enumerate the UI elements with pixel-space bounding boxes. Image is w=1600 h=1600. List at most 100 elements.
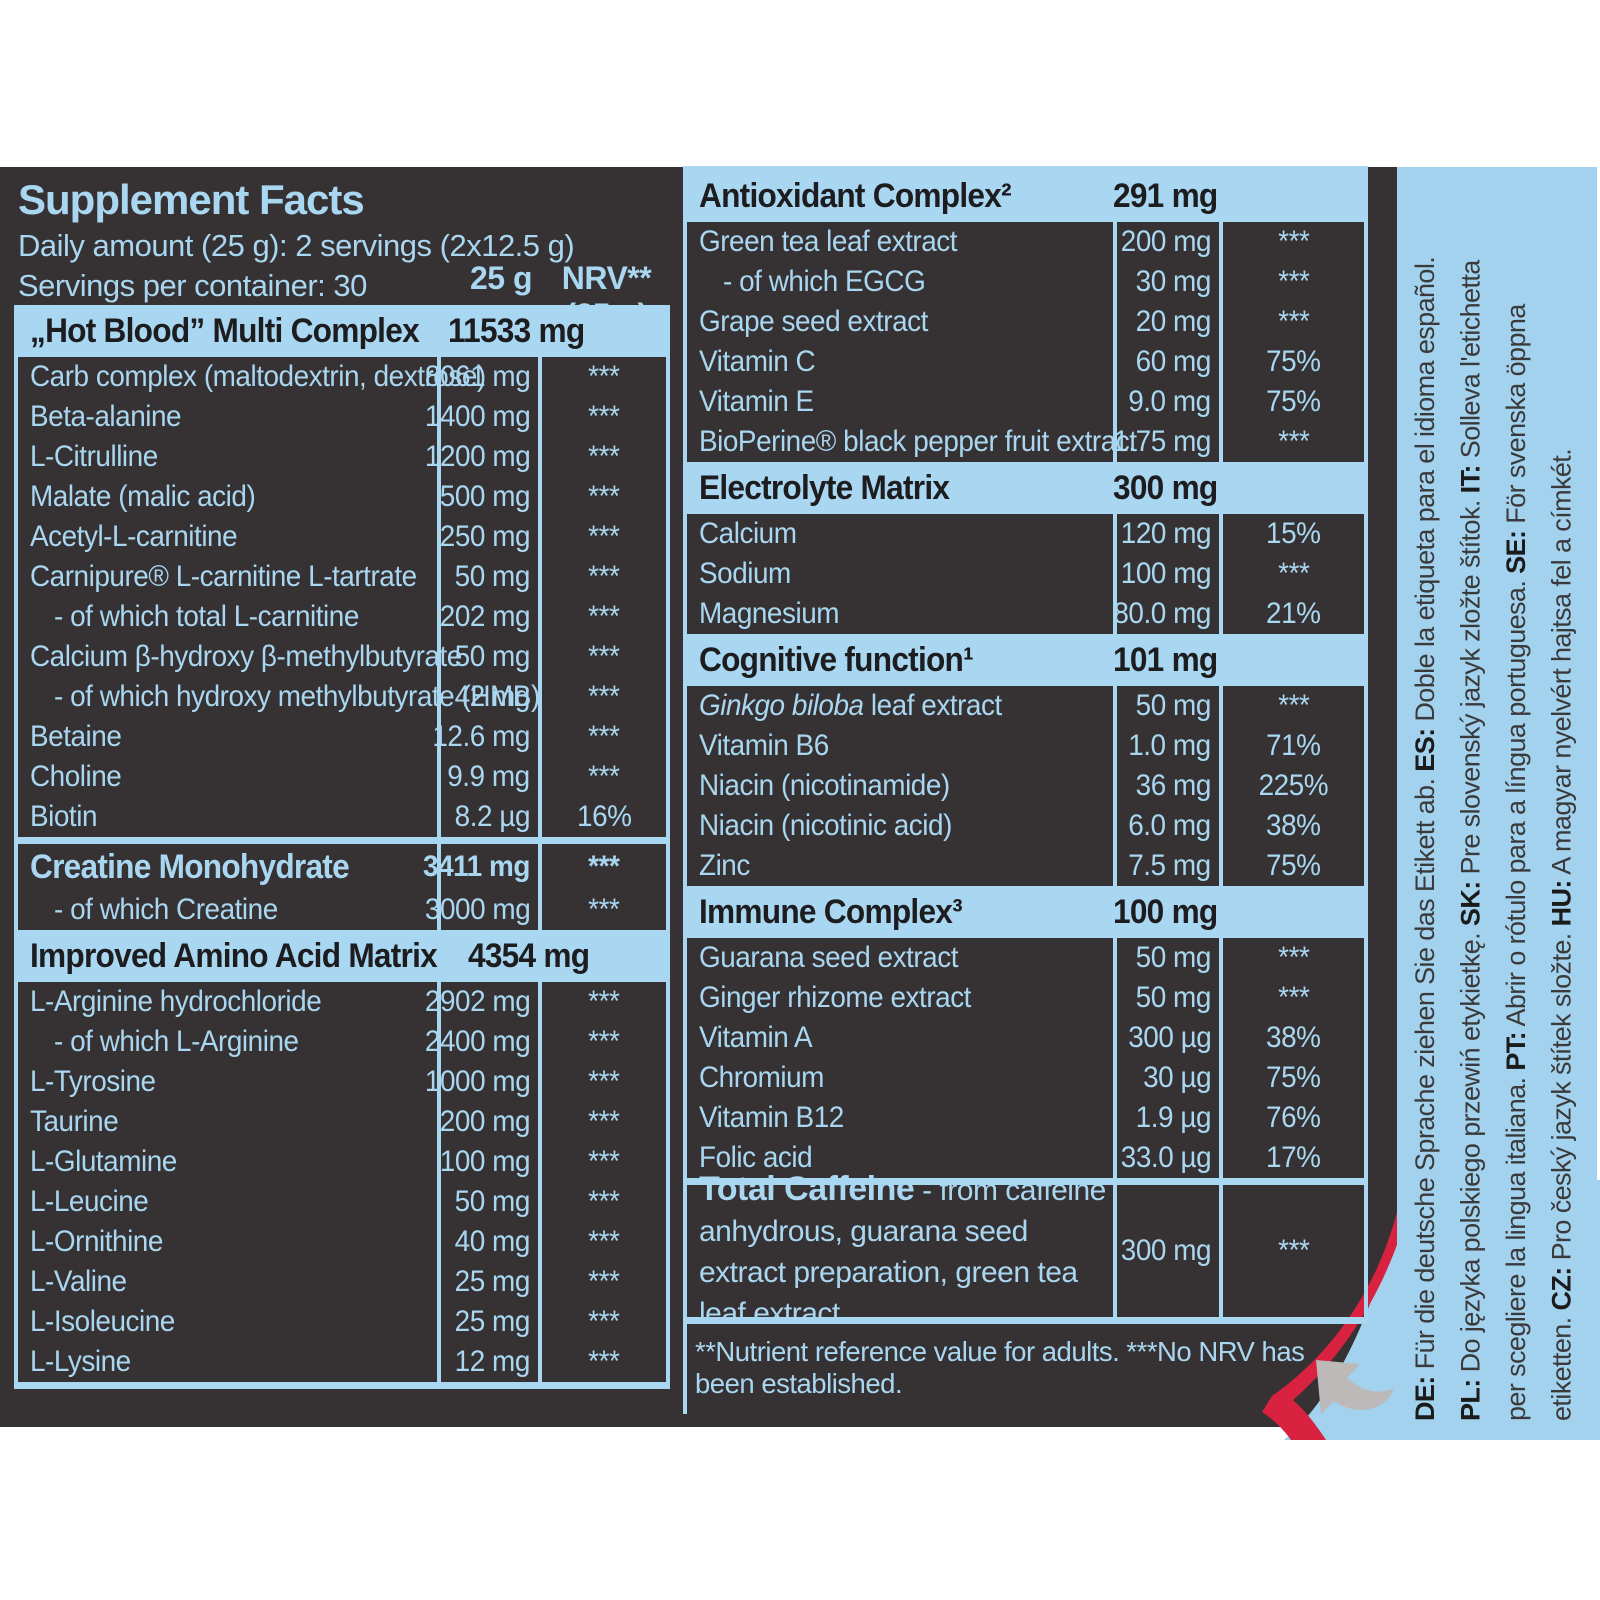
ingredient-nrv: 21% <box>1223 594 1368 634</box>
ingredient-amount: 120 mg <box>1113 514 1223 554</box>
language-instructions: DE: Für die deutsche Sprache ziehen Sie … <box>1397 167 1597 1437</box>
ingredient-amount: 1.9 µg <box>1113 1098 1223 1138</box>
ingredient-amount: 200 mg <box>1113 222 1223 262</box>
ingredient-nrv: 76% <box>1223 1098 1368 1138</box>
ingredient-amount: 7.5 mg <box>1113 846 1223 886</box>
table-row: Chromium 30 µg 75% <box>687 1058 1368 1098</box>
servings-line: Servings per container: 30 <box>18 268 367 303</box>
ingredient-amount: 100 mg <box>1113 554 1223 594</box>
ingredient-nrv: 75% <box>1223 846 1368 886</box>
total-caffeine-nrv: *** <box>1223 1185 1368 1317</box>
table-row: Acetyl-L-carnitine 250 mg *** <box>18 517 670 557</box>
ingredient-amount: 60 mg <box>1113 342 1223 382</box>
table-row: Carb complex (maltodextrin, dextrose) 806… <box>18 357 670 397</box>
section-amount: 291 mg <box>1113 176 1218 215</box>
ingredient-name: Taurine <box>30 1105 119 1138</box>
ingredient-name: Vitamin C <box>699 345 816 378</box>
language-code: IT: <box>1455 465 1486 494</box>
table-row: Niacin (nicotinic acid) 6.0 mg 38% <box>687 806 1368 846</box>
table-row: - of which Creatine 3000 mg *** <box>18 890 670 930</box>
ingredient-nrv: 75% <box>1223 1058 1368 1098</box>
ingredient-amount: 2400 mg <box>425 1022 542 1062</box>
section-header-bar: Improved Amino Acid Matrix 4354 mg <box>18 930 670 982</box>
ingredient-nrv: 38% <box>1223 1018 1368 1058</box>
ingredient-name: L-Tyrosine <box>30 1065 156 1098</box>
sidebar-line: etiketten. CZ: Pro český jazyk štítek sl… <box>1546 448 1577 1421</box>
ingredient-amount: 1400 mg <box>425 397 542 437</box>
daily-amount-line: Daily amount (25 g): 2 servings (2x12.5 … <box>18 228 575 263</box>
table-row: Vitamin E 9.0 mg 75% <box>687 382 1368 422</box>
ingredient-amount: 500 mg <box>437 477 542 517</box>
ingredient-nrv: *** <box>542 357 670 397</box>
table-row: L-Glutamine 100 mg *** <box>18 1142 670 1182</box>
ingredient-name: L-Lysine <box>30 1345 131 1378</box>
ingredient-nrv: *** <box>1223 978 1368 1018</box>
table-row: L-Isoleucine 25 mg *** <box>18 1302 670 1342</box>
section-name: Improved Amino Acid Matrix <box>30 936 438 975</box>
ingredient-nrv: *** <box>542 757 670 797</box>
section-amount: 300 mg <box>1113 468 1218 507</box>
ingredient-name: L-Citrulline <box>30 440 158 473</box>
ingredient-name: Green tea leaf extract <box>699 225 958 258</box>
ingredient-name: Vitamin E <box>699 385 814 418</box>
ingredient-name: Choline <box>30 760 122 793</box>
ingredient-nrv: *** <box>542 1302 670 1342</box>
language-sidebar: DE: Für die deutsche Sprache ziehen Sie … <box>1397 167 1597 1437</box>
ingredient-nrv: *** <box>1223 686 1368 726</box>
ingredient-nrv: 71% <box>1223 726 1368 766</box>
table-row: Vitamin B12 1.9 µg 76% <box>687 1098 1368 1138</box>
ingredient-nrv: 16% <box>542 797 670 837</box>
ingredient-name: Calcium <box>699 517 797 550</box>
ingredient-nrv: *** <box>542 717 670 757</box>
ingredient-name: BioPerine® black pepper fruit extract <box>699 425 1137 458</box>
ingredient-name: - of which Creatine <box>54 893 278 926</box>
ingredient-nrv: *** <box>1223 422 1368 462</box>
ingredient-name: Niacin (nicotinic acid) <box>699 809 952 842</box>
ingredient-amount: 100 mg <box>437 1142 542 1182</box>
table-row: Calcium 120 mg 15% <box>687 514 1368 554</box>
table-row: Grape seed extract 20 mg *** <box>687 302 1368 342</box>
ingredient-nrv: *** <box>1223 262 1368 302</box>
ingredient-name: - of which L-Arginine <box>54 1025 299 1058</box>
ingredient-amount: 40 mg <box>437 1222 542 1262</box>
ingredient-amount: 8.2 µg <box>437 797 542 837</box>
ingredient-name: Zinc <box>699 849 750 882</box>
ingredient-name: Acetyl-L-carnitine <box>30 520 238 553</box>
ingredient-name: Vitamin B12 <box>699 1101 844 1134</box>
table-row: BioPerine® black pepper fruit extract 1.7… <box>687 422 1368 462</box>
ingredient-nrv: *** <box>542 1062 670 1102</box>
ingredient-name: L-Ornithine <box>30 1225 163 1258</box>
ingredient-amount: 25 mg <box>437 1302 542 1342</box>
nrv-footnote: **Nutrient reference value for adults. *… <box>695 1336 1305 1399</box>
section-amount: 101 mg <box>1113 640 1218 679</box>
section-name: Cognitive function¹ <box>699 640 974 679</box>
ingredient-name: Folic acid <box>699 1141 813 1174</box>
ingredient-amount: 8061 mg <box>425 357 542 397</box>
table-row: Taurine 200 mg *** <box>18 1102 670 1142</box>
ingredient-amount: 12.6 mg <box>432 717 542 757</box>
ingredient-nrv: *** <box>542 477 670 517</box>
ingredient-name: Guarana seed extract <box>699 941 959 974</box>
language-code: ES: <box>1410 728 1440 772</box>
ingredient-amount: 50 mg <box>437 557 542 597</box>
ingredient-name: Carb complex (maltodextrin, dextrose) <box>30 360 486 393</box>
ingredient-nrv: *** <box>1223 222 1368 262</box>
ingredient-nrv: 225% <box>1223 766 1368 806</box>
language-code: PL: <box>1455 1379 1486 1421</box>
ingredient-amount: 2902 mg <box>425 982 542 1022</box>
ingredient-amount: 50 mg <box>1113 686 1223 726</box>
section-header-bar: Cognitive function¹ 101 mg <box>687 634 1368 686</box>
ingredient-amount: 300 µg <box>1113 1018 1223 1058</box>
table-row: Vitamin B6 1.0 mg 71% <box>687 726 1368 766</box>
ingredient-nrv: *** <box>542 890 670 930</box>
ingredient-nrv: *** <box>542 1182 670 1222</box>
ingredient-name: Beta-alanine <box>30 400 182 433</box>
ingredient-name: Ginkgo biloba leaf extract <box>699 689 1002 722</box>
table-row: Ginger rhizome extract 50 mg *** <box>687 978 1368 1018</box>
page-title: Supplement Facts <box>18 176 365 223</box>
ingredient-amount: 30 mg <box>1113 262 1223 302</box>
ingredient-amount: 33.0 µg <box>1113 1138 1223 1178</box>
ingredient-amount: 50 mg <box>437 1182 542 1222</box>
table-row: - of which hydroxy methylbutyrate (HMB) 4… <box>18 677 670 717</box>
ingredient-name: L-Glutamine <box>30 1145 177 1178</box>
